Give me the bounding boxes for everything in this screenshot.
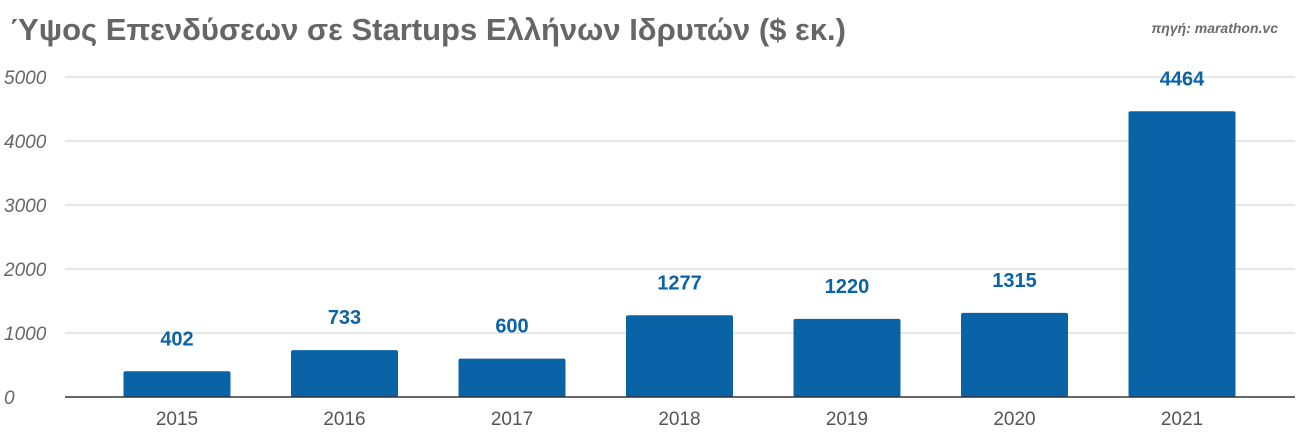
data-label-2020: 1315 [992,270,1037,292]
data-label-2021: 4464 [1160,68,1205,90]
y-tick-label: 5000 [4,68,47,89]
x-tick-label-2020: 2020 [993,409,1035,430]
data-label-2017: 600 [495,316,528,338]
y-axis-ticks: 0 1000 2000 3000 4000 5000 [3,68,47,409]
bar-2021 [1128,111,1236,397]
data-label-2019: 1220 [825,276,870,298]
x-tick-label-2021: 2021 [1161,409,1203,430]
y-tick-label: 3000 [4,196,47,217]
y-tick-label: 2000 [3,260,47,281]
bar-2015 [123,371,231,397]
data-label-2016: 733 [328,307,361,329]
bars [123,111,1236,397]
bar-2018 [626,315,733,397]
bar-2019 [793,318,901,397]
x-axis-ticks: 2015 2016 2017 2018 2019 2020 2021 [156,409,1203,430]
bar-2020 [961,312,1068,397]
gridlines [65,76,1295,334]
y-tick-label: 0 [4,388,15,409]
x-tick-label-2019: 2019 [826,409,868,430]
bar-2017 [458,358,566,397]
data-label-2015: 402 [160,328,193,350]
x-tick-label-2017: 2017 [491,409,533,430]
y-tick-label: 4000 [4,132,47,153]
y-tick-label: 1000 [4,324,47,345]
x-tick-label-2018: 2018 [658,409,700,430]
chart-title: Ύψος Επενδύσεων σε Startups Ελλήνων Ιδρυ… [10,12,846,47]
chart-source: πηγή: marathon.vc [1151,20,1278,36]
x-tick-label-2015: 2015 [156,409,198,430]
bar-2016 [291,350,398,397]
data-label-2018: 1277 [657,272,702,294]
x-tick-label-2016: 2016 [323,409,365,430]
data-labels: 402 733 600 1277 1220 1315 4464 [160,68,1205,350]
